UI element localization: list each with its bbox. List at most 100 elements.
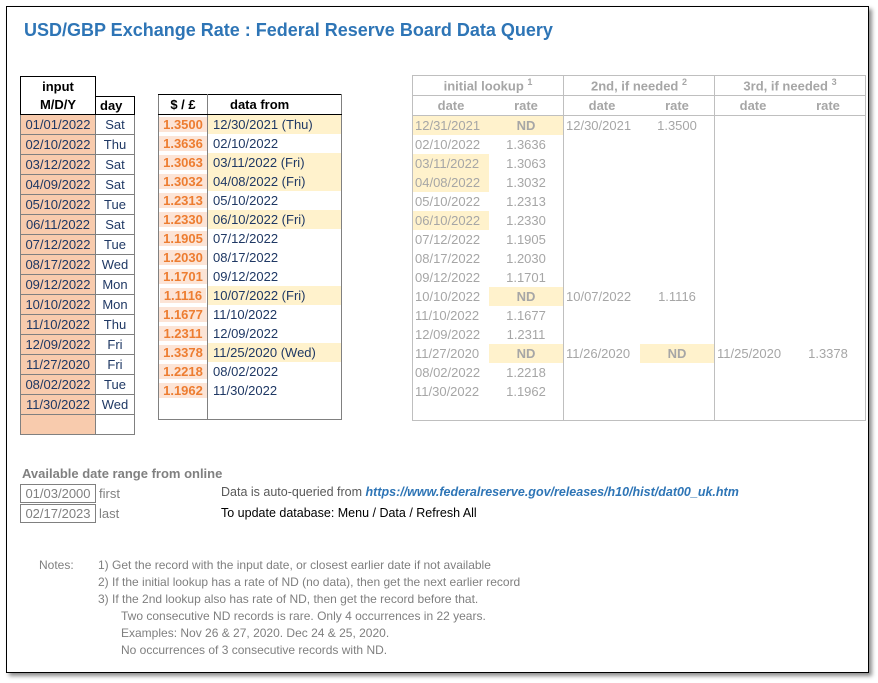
input-row: 01/01/2022 Sat: [20, 113, 135, 135]
rate-value: 1.1116: [159, 288, 207, 303]
lookup-rate-cell: [791, 192, 866, 211]
lookup-rate-cell: 1.2313: [489, 192, 564, 211]
lookup-row: 02/10/2022 1.3636: [412, 135, 866, 154]
input-date-cell: 01/01/2022: [20, 113, 96, 135]
rate-value: 1.1701: [159, 269, 207, 284]
lookup-rate-cell: 1.3032: [489, 173, 564, 192]
lookup-rate-cell: [640, 249, 715, 268]
rate-value: 1.3063: [159, 155, 207, 170]
day-cell: Tue: [95, 193, 135, 215]
lookup-rate-cell: [640, 154, 715, 173]
lookup-row: 05/10/2022 1.2313: [412, 192, 866, 211]
lookup-date-cell: [563, 230, 640, 249]
lookup-rate-cell: 1.3378: [791, 344, 866, 363]
lookup-rate-cell: 1.2311: [489, 325, 564, 344]
rate-cell: 1.1962: [158, 381, 208, 400]
lookup-date-cell: [563, 382, 640, 401]
lookup-rate-cell: [791, 154, 866, 173]
page-title: USD/GBP Exchange Rate : Federal Reserve …: [24, 20, 553, 40]
lookup-date-cell: 07/12/2022: [412, 230, 489, 249]
rate-cell: 1.3378: [158, 343, 208, 362]
day-cell: Tue: [95, 233, 135, 255]
rate-row: 1.1116 10/07/2022 (Fri): [158, 286, 342, 305]
input-row: 02/10/2022 Thu: [20, 133, 135, 155]
data-from-cell: 10/07/2022 (Fri): [207, 286, 342, 305]
rate-value: 1.2330: [159, 212, 207, 227]
lookup-rate-cell: 1.2030: [489, 249, 564, 268]
day-cell: Tue: [95, 373, 135, 395]
lookup-date-cell: 12/30/2021: [563, 115, 640, 135]
lookup-date-cell: [563, 249, 640, 268]
note-line: No occurrences of 3 consecutive records …: [121, 643, 388, 657]
data-from-cell: 09/12/2022: [207, 267, 342, 286]
source-url-link[interactable]: https://www.federalreserve.gov/releases/…: [365, 485, 739, 499]
rate-col-header: rate: [791, 95, 866, 116]
data-from-cell: 03/11/2022 (Fri): [207, 153, 342, 172]
lookup-row: 08/02/2022 1.2218: [412, 363, 866, 382]
input-row: 11/27/2020 Fri: [20, 353, 135, 375]
lookup-row: 09/12/2022 1.1701: [412, 268, 866, 287]
lookup-date-cell: [563, 211, 640, 230]
lookup-rate-cell: [791, 287, 866, 306]
input-date-cell: [20, 413, 96, 435]
lookup-rate-cell: ND: [489, 115, 564, 135]
lookup-date-cell: 02/10/2022: [412, 135, 489, 154]
lookup-rate-cell: 1.1116: [640, 287, 715, 306]
lookup-row: 08/17/2022 1.2030: [412, 249, 866, 268]
input-row: 11/10/2022 Thu: [20, 313, 135, 335]
notes-label: Notes:: [39, 558, 74, 572]
rate-cell: 1.2330: [158, 210, 208, 229]
lookup-rate-cell: [489, 401, 564, 421]
rate-row: 1.2311 12/09/2022: [158, 324, 342, 343]
lookup-rate-cell: 1.1905: [489, 230, 564, 249]
lookup-date-cell: [563, 192, 640, 211]
lookup-rate-cell: 1.3636: [489, 135, 564, 154]
input-header: input: [20, 76, 96, 96]
lookup-rate-cell: [640, 211, 715, 230]
data-from-cell: 04/08/2022 (Fri): [207, 172, 342, 191]
lookup-rate-cell: [791, 401, 866, 421]
day-cell: Mon: [95, 293, 135, 315]
rate-value: 1.3500: [159, 117, 207, 132]
lookup-date-cell: 11/10/2022: [412, 306, 489, 325]
lookup-row: 03/11/2022 1.3063: [412, 154, 866, 173]
rate-row: 1.2313 05/10/2022: [158, 191, 342, 210]
day-cell: Fri: [95, 353, 135, 375]
lookup-date-cell: [714, 363, 791, 382]
lookup-table: initial lookup 1 2nd, if needed 2 3rd, i…: [412, 75, 866, 421]
last-date-value: 02/17/2023: [20, 504, 96, 523]
lookup-rate-cell: ND: [489, 344, 564, 363]
rate-row: 1.1701 09/12/2022: [158, 267, 342, 286]
lookup-rate-cell: 1.1677: [489, 306, 564, 325]
last-label: last: [99, 506, 120, 521]
lookup-date-cell: [714, 382, 791, 401]
date-col-header: date: [563, 95, 640, 116]
mdy-header: M/D/Y: [20, 96, 96, 115]
lookup-rate-cell: 1.2218: [489, 363, 564, 382]
rate-value: 1.2313: [159, 193, 207, 208]
lookup-date-cell: [563, 173, 640, 192]
lookup-date-cell: [714, 154, 791, 173]
lookup-rate-cell: 1.3063: [489, 154, 564, 173]
input-date-cell: 08/17/2022: [20, 253, 96, 275]
lookup-date-cell: 09/12/2022: [412, 268, 489, 287]
rate-value: 1.3032: [159, 174, 207, 189]
rate-row: 1.3636 02/10/2022: [158, 134, 342, 153]
day-cell: Mon: [95, 273, 135, 295]
input-row: 10/10/2022 Mon: [20, 293, 135, 315]
data-from-cell: 08/02/2022: [207, 362, 342, 381]
rate-row: 1.1962 11/30/2022: [158, 381, 342, 400]
lookup-date-cell: 06/10/2022: [412, 211, 489, 230]
available-range-title: Available date range from online: [22, 466, 223, 481]
lookup-rate-cell: 1.3500: [640, 115, 715, 135]
lookup-date-cell: [714, 268, 791, 287]
data-from-header: data from: [207, 94, 342, 115]
lookup-date-cell: 11/26/2020: [563, 344, 640, 363]
input-date-cell: 02/10/2022: [20, 133, 96, 155]
rate-row: 1.1677 11/10/2022: [158, 305, 342, 324]
lookup-rate-cell: [791, 211, 866, 230]
lookup-rate-cell: [791, 230, 866, 249]
lookup-rate-cell: [640, 173, 715, 192]
lookup-rate-cell: 1.1701: [489, 268, 564, 287]
data-from-cell: 05/10/2022: [207, 191, 342, 210]
